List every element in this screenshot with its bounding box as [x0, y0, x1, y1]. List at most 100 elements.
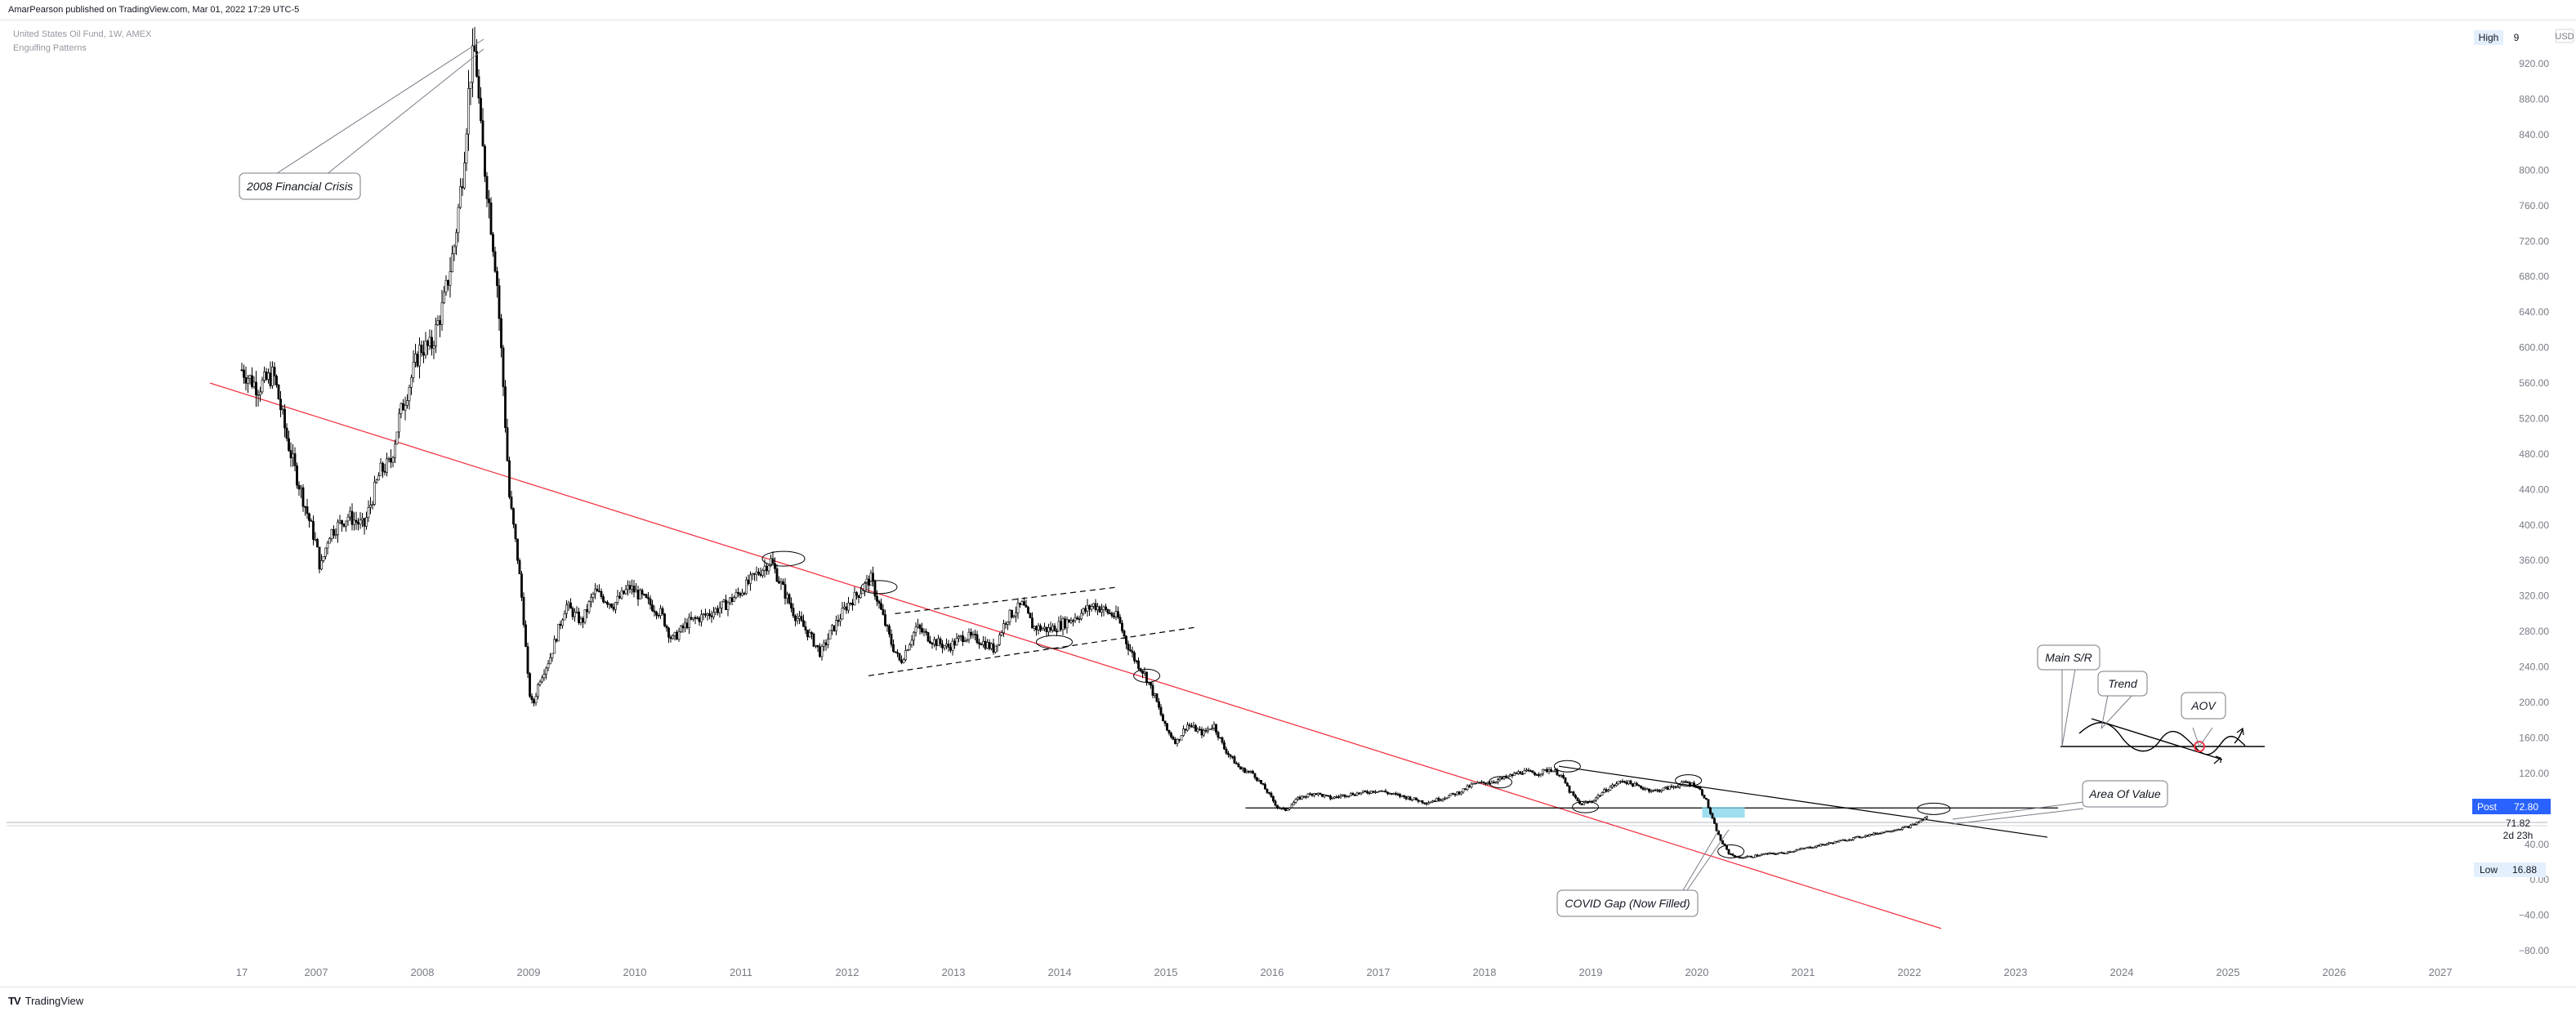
candle-body [345, 520, 347, 527]
candle-body [424, 341, 427, 356]
callout-trend[interactable] [2097, 671, 2148, 697]
candle-body [996, 644, 999, 647]
highlight-ellipse[interactable] [860, 580, 898, 595]
candle-body [416, 354, 419, 367]
candle-body [1560, 774, 1563, 777]
candle-body [1233, 756, 1236, 764]
candle-body [602, 596, 605, 603]
candle-body [1143, 671, 1146, 674]
candle-body [375, 479, 378, 483]
candle-body [391, 457, 395, 463]
candle-body [1734, 855, 1736, 858]
candle-body [618, 595, 621, 599]
concept-sketch [2060, 718, 2265, 764]
candle-body [984, 640, 987, 649]
candle-body [857, 595, 860, 599]
candle-body [1200, 729, 1203, 736]
candle-body [784, 584, 787, 599]
candle-body [1170, 733, 1172, 737]
candle-body [569, 602, 572, 609]
candle-body [1253, 773, 1257, 778]
candle-body [980, 644, 983, 646]
candle-body [1114, 611, 1118, 617]
candle-body [945, 644, 948, 647]
candle-body [853, 591, 856, 606]
candle-body [465, 133, 468, 163]
candle-body [975, 634, 979, 644]
candle-body [1484, 782, 1487, 785]
downtrend-line[interactable] [209, 382, 1942, 929]
candle-body [949, 647, 952, 651]
highlight-ellipse[interactable] [1675, 774, 1703, 787]
candle-body [922, 631, 926, 633]
channel-upper-line[interactable] [895, 586, 1118, 614]
candle-body [641, 590, 644, 595]
candle-body [833, 625, 836, 631]
candle-body [1396, 793, 1400, 795]
candle-body [341, 519, 343, 524]
candle-body [1100, 609, 1103, 613]
candle-body [1074, 617, 1077, 622]
candle-body [1041, 628, 1044, 631]
candle-body [292, 453, 294, 458]
highlight-ellipse[interactable] [1553, 760, 1581, 773]
callout-financial-crisis[interactable] [239, 172, 361, 200]
candle-body [469, 82, 472, 89]
currency-label[interactable]: USD [2555, 32, 2574, 42]
candle-body [676, 631, 678, 640]
callout-main-sr[interactable] [2037, 644, 2101, 671]
candle-body [939, 638, 942, 644]
highlight-ellipse[interactable] [1917, 802, 1951, 815]
candle-body [1539, 773, 1542, 776]
callout-area-of-value[interactable] [2082, 780, 2168, 808]
candle-body [921, 628, 923, 633]
highlight-ellipse[interactable] [1036, 635, 1073, 649]
candle-body [293, 453, 297, 466]
callout-covid-gap[interactable] [1556, 889, 1699, 917]
last-price: 71.82 [2506, 818, 2530, 829]
candle-body [1709, 807, 1712, 814]
candle-body [1386, 791, 1389, 794]
candle-body [1395, 793, 1397, 795]
brand-name[interactable]: TradingView [25, 995, 84, 1007]
candle-body [1907, 826, 1910, 828]
candle-body [277, 385, 280, 399]
candle-body [1681, 781, 1683, 785]
candle-body [839, 618, 842, 622]
highlight-ellipse[interactable] [1133, 668, 1161, 683]
candle-body [1840, 840, 1842, 841]
candle-body [1833, 840, 1837, 844]
descending-resistance-line[interactable] [1558, 765, 2048, 838]
highlight-ellipse[interactable] [1572, 800, 1599, 813]
highlight-ellipse[interactable] [761, 550, 806, 567]
price-tick-label: 200.00 [2519, 697, 2549, 708]
price-tick-label: −80.00 [2519, 945, 2549, 956]
candle-body [730, 597, 734, 602]
callout-aov[interactable] [2181, 692, 2226, 720]
candle-body [1301, 795, 1303, 800]
tradingview-logo[interactable]: TV [8, 995, 21, 1007]
candle-body [269, 372, 272, 386]
highlight-ellipse[interactable] [1489, 776, 1512, 789]
candle-body [628, 585, 632, 590]
candle-body [849, 602, 852, 604]
time-axis[interactable]: 17 2007 2008 2009 2010 2011 2012 2013 2014 2015 20… [236, 966, 2453, 978]
candle-body [518, 559, 521, 575]
candle-body [1078, 618, 1081, 620]
candle-body [1922, 819, 1924, 822]
candle-body [1060, 621, 1062, 631]
candle-body [1056, 631, 1058, 633]
candle-body [1203, 730, 1205, 736]
time-tick-label: 2018 [1473, 966, 1497, 978]
candle-body [320, 560, 323, 570]
channel-lower-line[interactable] [868, 626, 1199, 677]
price-axis[interactable]: 920.00 880.00 840.00 800.00 760.00 720.00 680.… [2519, 58, 2549, 956]
candle-body [1762, 853, 1765, 855]
candle-body [422, 352, 425, 356]
highlight-ellipse[interactable] [1717, 844, 1745, 858]
candle-body [779, 581, 783, 584]
candle-body [520, 573, 523, 598]
candle-body [1374, 791, 1377, 793]
candle-body [743, 592, 746, 595]
